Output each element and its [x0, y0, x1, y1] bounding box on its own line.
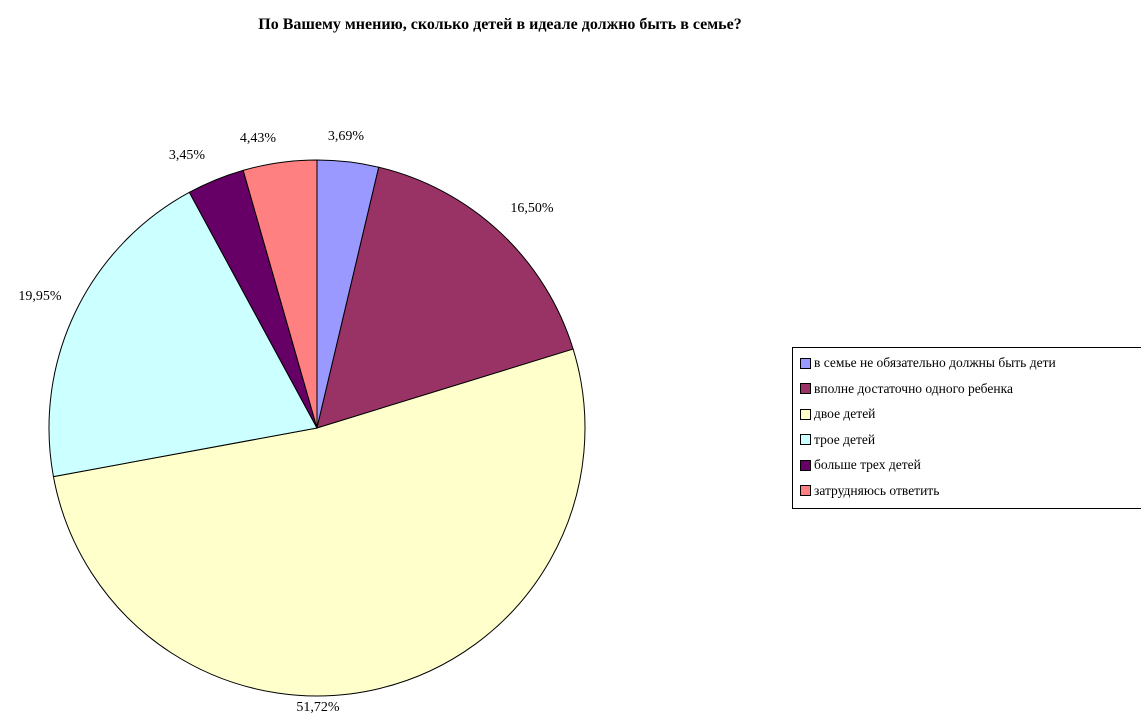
legend-swatch: [800, 408, 811, 420]
legend-swatch: [800, 485, 811, 496]
legend-swatch: [800, 383, 811, 394]
data-label-1: 3,69%: [328, 129, 365, 144]
data-label-4: 19,95%: [18, 289, 62, 304]
legend-swatch: [800, 434, 811, 445]
legend-label: в семье не обязательно должны быть дети: [814, 355, 1056, 370]
chart-title: По Вашему мнению, сколько детей в идеале…: [258, 16, 742, 33]
legend-item-1: в семье не обязательно должны быть дети: [800, 353, 1056, 373]
legend-item-2: вполне достаточно одного ребенка: [800, 379, 1013, 399]
pie-slice-6: [242, 159, 318, 429]
data-label-6: 4,43%: [240, 131, 277, 146]
legend-label: двое детей: [814, 406, 876, 421]
legend: в семье не обязательно должны быть дети в…: [792, 347, 1141, 509]
legend-item-4: трое детей: [800, 430, 875, 450]
pie-slice-4: [48, 191, 318, 478]
legend-swatch: [800, 357, 811, 369]
legend-item-6: затрудняюсь ответить: [800, 481, 939, 501]
data-label-5: 3,45%: [169, 148, 206, 163]
data-label-3: 51,72%: [296, 700, 340, 715]
legend-item-3: двое детей: [800, 404, 875, 424]
legend-label: затрудняюсь ответить: [814, 482, 940, 498]
legend-item-5: больше трех детей: [800, 455, 921, 475]
legend-label: вполне достаточно одного ребенка: [814, 380, 1013, 396]
legend-label: трое детей: [814, 431, 876, 447]
legend-label: больше трех детей: [814, 457, 921, 472]
pie-slice-3: [52, 348, 586, 697]
data-label-2: 16,50%: [510, 201, 554, 216]
pie-slice-2: [316, 166, 574, 429]
legend-swatch: [800, 459, 811, 471]
